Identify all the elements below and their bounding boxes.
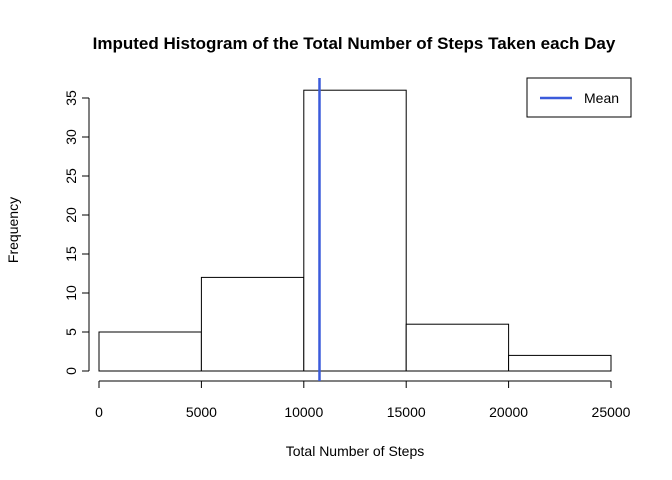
y-tick-label-1: 5	[63, 328, 79, 336]
legend-label-mean: Mean	[584, 90, 619, 106]
histogram-bar-2	[303, 89, 407, 372]
histogram-bar-3	[405, 323, 510, 372]
histogram-bar-0	[98, 331, 202, 372]
x-axis: 0 5000 10000 15000 20000 25000	[95, 380, 631, 420]
x-tick-label-4: 20000	[489, 404, 528, 420]
histogram-bar-1	[200, 276, 305, 372]
x-tick-label-1: 5000	[186, 404, 217, 420]
x-tick-label-0: 0	[95, 404, 103, 420]
y-tick-label-6: 30	[63, 129, 79, 145]
x-tick-label-2: 10000	[284, 404, 323, 420]
bars-group	[98, 89, 612, 372]
y-tick-label-4: 20	[63, 207, 79, 223]
x-tick-label-5: 25000	[592, 404, 631, 420]
y-axis-label: Frequency	[5, 197, 21, 263]
y-axis: 0 5 10 15 20 25 30 35	[63, 90, 90, 375]
y-tick-label-5: 25	[63, 168, 79, 184]
legend: Mean	[526, 77, 632, 118]
x-axis-label: Total Number of Steps	[286, 443, 425, 459]
y-tick-label-0: 0	[63, 367, 79, 375]
x-tick-label-3: 15000	[387, 404, 426, 420]
y-tick-label-3: 15	[63, 246, 79, 262]
y-tick-label-2: 10	[63, 285, 79, 301]
y-tick-label-7: 35	[63, 90, 79, 106]
histogram-bar-4	[508, 354, 612, 372]
chart-title: Imputed Histogram of the Total Number of…	[93, 34, 616, 53]
